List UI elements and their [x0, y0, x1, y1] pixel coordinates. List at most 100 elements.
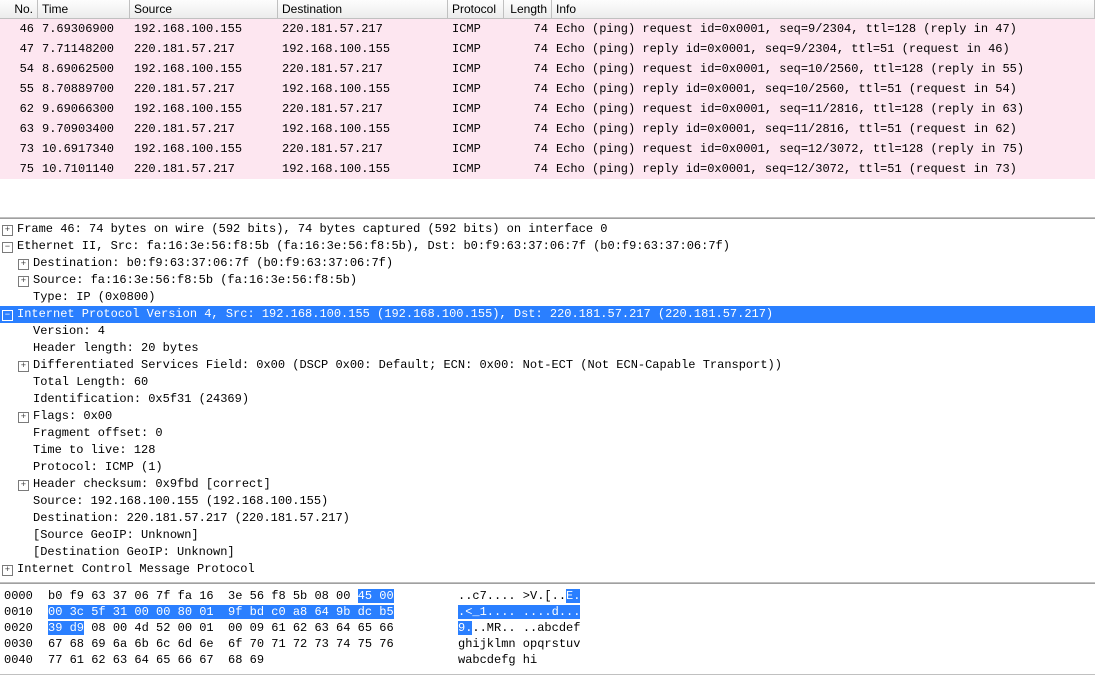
packet-bytes-pane[interactable]: 0000b0 f9 63 37 06 7f fa 16 3e 56 f8 5b …: [0, 583, 1095, 675]
expand-icon[interactable]: +: [2, 225, 13, 236]
detail-ip-totallen[interactable]: Total Length: 60: [0, 374, 1095, 391]
detail-ip-dsf[interactable]: +Differentiated Services Field: 0x00 (DS…: [0, 357, 1095, 374]
col-header-source[interactable]: Source: [130, 0, 278, 18]
detail-eth-src[interactable]: + Source: fa:16:3e:56:f8:5b (fa:16:3e:56…: [0, 272, 1095, 289]
packet-cell: 63: [0, 119, 38, 139]
packet-row[interactable]: 558.70889700220.181.57.217192.168.100.15…: [0, 79, 1095, 99]
packet-list-body[interactable]: 467.69306900192.168.100.155220.181.57.21…: [0, 19, 1095, 179]
packet-cell: 192.168.100.155: [278, 159, 448, 179]
packet-cell: 220.181.57.217: [278, 19, 448, 39]
detail-ip-ident-label: Identification: 0x5f31 (24369): [33, 391, 1095, 408]
packet-cell: 192.168.100.155: [130, 59, 278, 79]
hex-line[interactable]: 003067 68 69 6a 6b 6c 6d 6e 6f 70 71 72 …: [4, 636, 1095, 652]
packet-cell: 73: [0, 139, 38, 159]
detail-ethernet-label: Ethernet II, Src: fa:16:3e:56:f8:5b (fa:…: [17, 238, 1095, 255]
col-header-length[interactable]: Length: [504, 0, 552, 18]
hex-line[interactable]: 001000 3c 5f 31 00 00 80 01 9f bd c0 a8 …: [4, 604, 1095, 620]
packet-cell: 8.69062500: [38, 59, 130, 79]
detail-ip-hlen[interactable]: Header length: 20 bytes: [0, 340, 1095, 357]
packet-cell: 220.181.57.217: [130, 119, 278, 139]
packet-cell: ICMP: [448, 139, 504, 159]
detail-ip-version[interactable]: Version: 4: [0, 323, 1095, 340]
collapse-icon[interactable]: −: [2, 310, 13, 321]
packet-cell: 74: [504, 139, 552, 159]
detail-ip-geo-dst-label: [Destination GeoIP: Unknown]: [33, 544, 1095, 561]
packet-cell: 74: [504, 99, 552, 119]
packet-cell: 7.69306900: [38, 19, 130, 39]
detail-ip[interactable]: − Internet Protocol Version 4, Src: 192.…: [0, 306, 1095, 323]
detail-frame[interactable]: + Frame 46: 74 bytes on wire (592 bits),…: [0, 221, 1095, 238]
hex-line[interactable]: 0000b0 f9 63 37 06 7f fa 16 3e 56 f8 5b …: [4, 588, 1095, 604]
packet-row[interactable]: 548.69062500192.168.100.155220.181.57.21…: [0, 59, 1095, 79]
packet-row[interactable]: 639.70903400220.181.57.217192.168.100.15…: [0, 119, 1095, 139]
detail-eth-dst-label: Destination: b0:f9:63:37:06:7f (b0:f9:63…: [33, 255, 1095, 272]
detail-ip-ttl-label: Time to live: 128: [33, 442, 1095, 459]
packet-row[interactable]: 629.69066300192.168.100.155220.181.57.21…: [0, 99, 1095, 119]
packet-row[interactable]: 477.71148200220.181.57.217192.168.100.15…: [0, 39, 1095, 59]
hex-bytes: 67 68 69 6a 6b 6c 6d 6e 6f 70 71 72 73 7…: [48, 636, 458, 652]
packet-cell: 220.181.57.217: [130, 79, 278, 99]
detail-ip-src-label: Source: 192.168.100.155 (192.168.100.155…: [33, 493, 1095, 510]
col-header-info[interactable]: Info: [552, 0, 1095, 18]
packet-cell: 74: [504, 39, 552, 59]
packet-cell: 54: [0, 59, 38, 79]
hex-offset: 0040: [4, 652, 48, 668]
detail-ethernet[interactable]: − Ethernet II, Src: fa:16:3e:56:f8:5b (f…: [0, 238, 1095, 255]
detail-ip-frag-label: Fragment offset: 0: [33, 425, 1095, 442]
hex-line[interactable]: 004077 61 62 63 64 65 66 67 68 69wabcdef…: [4, 652, 1095, 668]
detail-ip-proto[interactable]: Protocol: ICMP (1): [0, 459, 1095, 476]
packet-cell: 192.168.100.155: [278, 119, 448, 139]
packet-cell: 10.7101140: [38, 159, 130, 179]
hex-line[interactable]: 002039 d9 08 00 4d 52 00 01 00 09 61 62 …: [4, 620, 1095, 636]
packet-cell: 9.69066300: [38, 99, 130, 119]
detail-ip-checksum[interactable]: + Header checksum: 0x9fbd [correct]: [0, 476, 1095, 493]
col-header-protocol[interactable]: Protocol: [448, 0, 504, 18]
packet-cell: 46: [0, 19, 38, 39]
packet-row[interactable]: 7510.7101140220.181.57.217192.168.100.15…: [0, 159, 1095, 179]
packet-row[interactable]: 467.69306900192.168.100.155220.181.57.21…: [0, 19, 1095, 39]
detail-ip-ident[interactable]: Identification: 0x5f31 (24369): [0, 391, 1095, 408]
detail-ip-dst[interactable]: Destination: 220.181.57.217 (220.181.57.…: [0, 510, 1095, 527]
detail-eth-type[interactable]: Type: IP (0x0800): [0, 289, 1095, 306]
col-header-destination[interactable]: Destination: [278, 0, 448, 18]
expand-icon[interactable]: +: [18, 480, 29, 491]
detail-ip-geo-src[interactable]: [Source GeoIP: Unknown]: [0, 527, 1095, 544]
packet-row[interactable]: 7310.6917340192.168.100.155220.181.57.21…: [0, 139, 1095, 159]
detail-eth-dst[interactable]: + Destination: b0:f9:63:37:06:7f (b0:f9:…: [0, 255, 1095, 272]
packet-cell: 7.71148200: [38, 39, 130, 59]
detail-ip-label: Internet Protocol Version 4, Src: 192.16…: [17, 306, 1095, 323]
detail-icmp[interactable]: + Internet Control Message Protocol: [0, 561, 1095, 578]
packet-list-header[interactable]: No. Time Source Destination Protocol Len…: [0, 0, 1095, 19]
packet-cell: ICMP: [448, 159, 504, 179]
hex-ascii: ghijklmn opqrstuv: [458, 636, 580, 652]
col-header-time[interactable]: Time: [38, 0, 130, 18]
expand-icon[interactable]: +: [18, 412, 29, 423]
packet-cell: 192.168.100.155: [130, 19, 278, 39]
detail-ip-checksum-label: Header checksum: 0x9fbd [correct]: [33, 476, 1095, 493]
expand-icon[interactable]: +: [18, 259, 29, 270]
detail-ip-src[interactable]: Source: 192.168.100.155 (192.168.100.155…: [0, 493, 1095, 510]
packet-details-pane: + Frame 46: 74 bytes on wire (592 bits),…: [0, 218, 1095, 583]
detail-ip-frag[interactable]: Fragment offset: 0: [0, 425, 1095, 442]
packet-cell: 10.6917340: [38, 139, 130, 159]
packet-cell: ICMP: [448, 59, 504, 79]
expand-icon[interactable]: +: [18, 276, 29, 287]
packet-cell: Echo (ping) request id=0x0001, seq=11/28…: [552, 99, 1095, 119]
packet-list-pane: No. Time Source Destination Protocol Len…: [0, 0, 1095, 218]
col-header-no[interactable]: No.: [0, 0, 38, 18]
detail-ip-ttl[interactable]: Time to live: 128: [0, 442, 1095, 459]
collapse-icon[interactable]: −: [2, 242, 13, 253]
packet-cell: 192.168.100.155: [278, 39, 448, 59]
packet-cell: Echo (ping) request id=0x0001, seq=9/230…: [552, 19, 1095, 39]
packet-cell: 220.181.57.217: [278, 139, 448, 159]
packet-cell: 220.181.57.217: [130, 159, 278, 179]
packet-cell: 220.181.57.217: [278, 99, 448, 119]
expand-icon[interactable]: +: [18, 361, 29, 372]
packet-cell: 75: [0, 159, 38, 179]
packet-cell: ICMP: [448, 19, 504, 39]
detail-ip-flags[interactable]: +Flags: 0x00: [0, 408, 1095, 425]
packet-cell: 192.168.100.155: [130, 99, 278, 119]
detail-ip-geo-dst[interactable]: [Destination GeoIP: Unknown]: [0, 544, 1095, 561]
detail-ip-proto-label: Protocol: ICMP (1): [33, 459, 1095, 476]
expand-icon[interactable]: +: [2, 565, 13, 576]
